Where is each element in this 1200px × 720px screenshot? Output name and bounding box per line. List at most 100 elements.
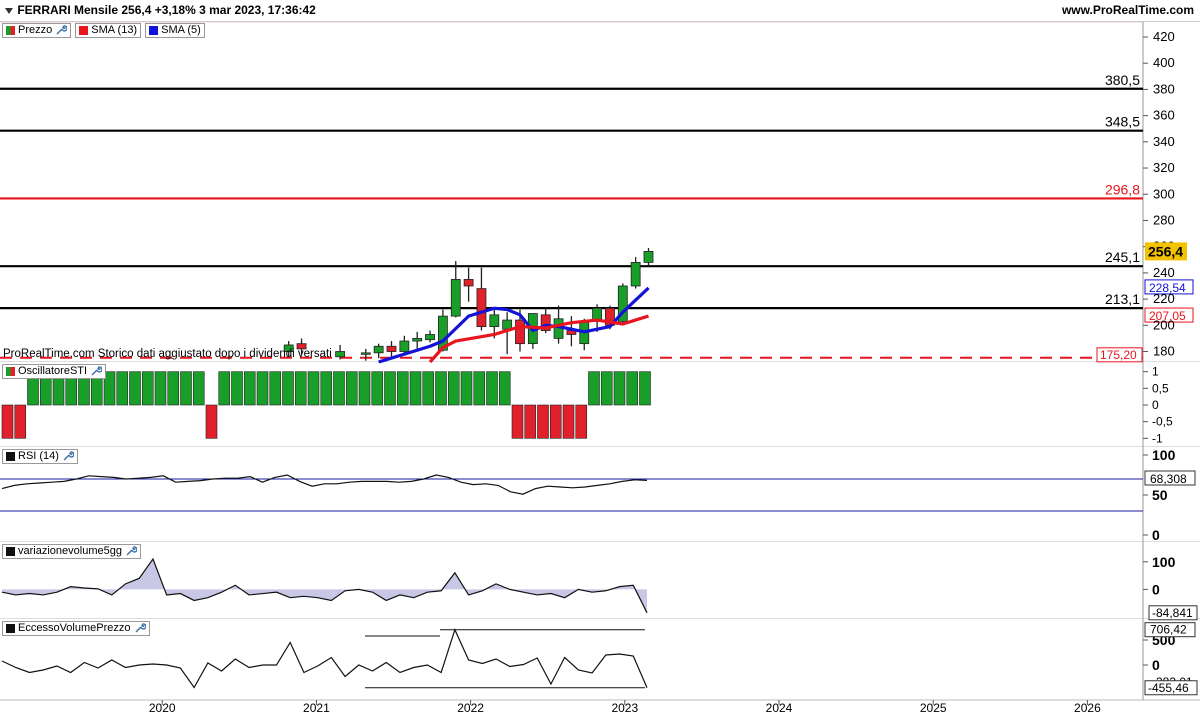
legend-volume[interactable]: variazionevolume5gg (2, 543, 141, 559)
y-tick-label: 0,5 (1152, 381, 1169, 395)
sti-bar (345, 371, 358, 406)
level-label: 175,20 (1100, 348, 1137, 362)
eccesso-series (1, 628, 648, 689)
chart-title: FERRARI Mensile 256,4 +3,18% 3 mar 2023,… (17, 3, 316, 17)
sti-bar (231, 371, 243, 406)
sti-bar (409, 371, 422, 406)
y-tick-label: 240 (1153, 265, 1175, 280)
sti-bar (116, 371, 129, 406)
eccesso-value-label: -455,46 (1148, 681, 1189, 695)
y-tick-label: 100 (1152, 554, 1176, 570)
rsi-value-label: 68,308 (1150, 472, 1187, 486)
legend-rsi[interactable]: RSI (14) (2, 448, 78, 464)
legend-price[interactable]: Prezzo (2, 22, 72, 38)
sti-bar (460, 371, 473, 406)
wrench-icon[interactable] (55, 24, 68, 36)
legend-sma5[interactable]: SMA (5) (145, 22, 205, 38)
eccesso-line (1, 628, 648, 689)
adjusted-data-note: ProRealTime.com Storico dati aggiustato … (3, 348, 332, 360)
y-tick-label: 400 (1153, 55, 1175, 70)
eccesso-max-label: 706,42 (1150, 623, 1187, 637)
panel-bg (0, 21, 1200, 362)
sti-bar (549, 404, 562, 439)
sti-bar (333, 371, 345, 406)
legend-eccesso[interactable]: EccessoVolumePrezzo (2, 620, 150, 636)
sti-bar (626, 371, 639, 406)
sti-bar (129, 371, 141, 406)
candle-body (373, 345, 384, 354)
sti-bar (1, 404, 14, 439)
menu-triangle-icon[interactable] (4, 6, 14, 16)
price-legend: Prezzo SMA (13) SMA (5) (2, 22, 205, 38)
sma5-swatch-icon (149, 25, 159, 35)
candle-body (515, 319, 525, 345)
sti-bar (384, 371, 396, 406)
y-tick-label: 1 (1152, 365, 1159, 379)
level-label: 245,1 (1105, 249, 1140, 265)
panel-bg (0, 619, 1200, 700)
last-price-label: 256,4 (1148, 243, 1183, 259)
rsi-value-tag (1144, 470, 1196, 486)
wrench-icon[interactable] (125, 545, 137, 557)
y-tick-label: 300 (1153, 186, 1175, 201)
wrench-icon[interactable] (134, 622, 146, 634)
candle-body (425, 334, 435, 341)
sti-bar (562, 404, 575, 439)
sti-bar (396, 371, 409, 406)
sti-bar (218, 371, 231, 406)
legend-price-label: Prezzo (18, 23, 53, 36)
x-tick-label: 2021 (303, 701, 330, 715)
sti-bar (103, 371, 116, 406)
sti-bar (320, 371, 333, 406)
panels-background (0, 21, 1200, 701)
legend-volume-label: variazionevolume5gg (18, 544, 122, 557)
candle-body (643, 250, 654, 263)
candle-body (502, 319, 513, 330)
legend-sma13[interactable]: SMA (13) (75, 22, 142, 38)
sma13-swatch-icon (79, 25, 89, 35)
candle-body (386, 345, 397, 352)
site-link[interactable]: www.ProRealTime.com (1061, 3, 1194, 17)
candle-body (335, 351, 346, 358)
sma-value-tag (1144, 279, 1194, 295)
level-tag (1096, 347, 1143, 363)
y-tick-label: 320 (1153, 160, 1175, 175)
sti-bar (422, 371, 435, 406)
sma-line (378, 286, 650, 364)
volume-area (2, 559, 647, 613)
y-tick-label: 280 (1153, 212, 1175, 227)
wrench-icon[interactable] (90, 365, 103, 377)
sti-bar (613, 371, 626, 406)
y-tick-label: 0 (1152, 398, 1159, 412)
candle-body (283, 344, 294, 352)
sti-bar (192, 371, 205, 406)
legend-rsi-label: RSI (14) (18, 449, 59, 462)
legend-sti-label: OscillatoreSTI (18, 364, 88, 377)
sti-bar (435, 371, 447, 406)
rsi-swatch-icon (6, 451, 15, 461)
rsi-series (0, 474, 1143, 512)
sti-bar (14, 404, 27, 439)
panel-bg (0, 447, 1200, 542)
x-tick-label: 2023 (611, 701, 638, 715)
candle-body (630, 261, 641, 287)
wrench-icon[interactable] (62, 450, 74, 462)
y-tick-label: 0 (1152, 657, 1160, 673)
volume-line (1, 557, 648, 614)
legend-sti[interactable]: OscillatoreSTI (2, 363, 107, 379)
sti-bar (524, 404, 537, 439)
level-label: 213,1 (1105, 291, 1140, 307)
volume-change-area (1, 557, 648, 614)
level-label: 380,5 (1105, 72, 1140, 88)
last-price-tag (1145, 242, 1187, 261)
legend-sma5-label: SMA (5) (161, 23, 201, 36)
volume-value-tag (1148, 605, 1198, 621)
volume-legend: variazionevolume5gg (2, 543, 141, 559)
candle-body (437, 315, 448, 351)
sti-bar (154, 371, 167, 406)
chart-header: FERRARI Mensile 256,4 +3,18% 3 mar 2023,… (0, 0, 1200, 22)
sti-bar (486, 371, 498, 406)
panel-bg (0, 362, 1200, 447)
chart-title-wrap: FERRARI Mensile 256,4 +3,18% 3 mar 2023,… (4, 3, 316, 17)
